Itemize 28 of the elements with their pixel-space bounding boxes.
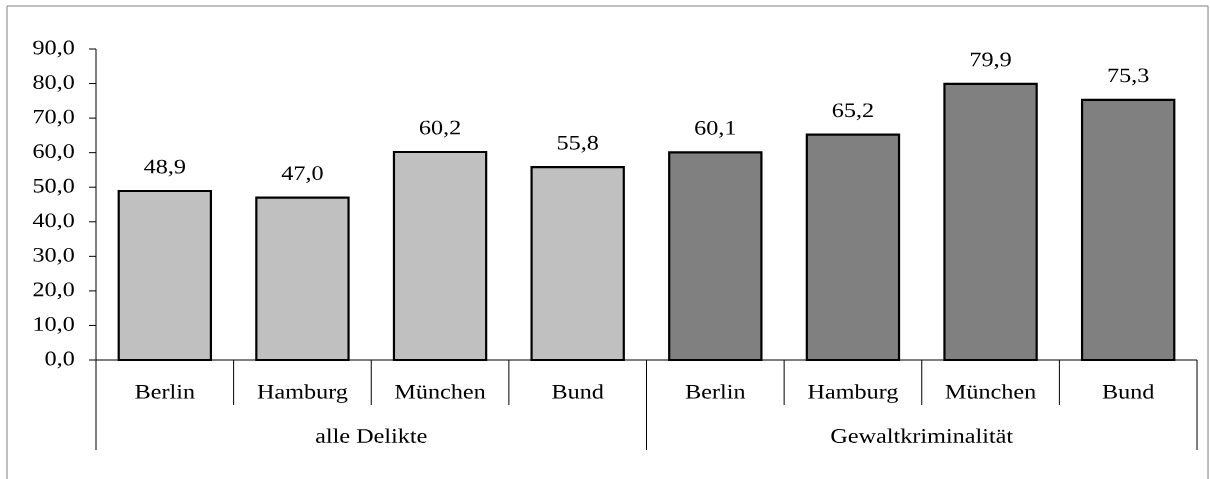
data-label: 55,8 xyxy=(557,135,598,153)
legend-label: Gewaltkriminalität xyxy=(831,428,1013,443)
data-label: 47,0 xyxy=(281,166,323,184)
data-label: 60,1 xyxy=(695,120,736,138)
x-tick-label: München xyxy=(945,384,1036,399)
y-tick-label: 30,0 xyxy=(33,247,74,265)
y-tick-label: 20,0 xyxy=(33,282,74,300)
data-label: 65,2 xyxy=(832,103,873,121)
x-tick-label: Berlin xyxy=(135,384,195,399)
data-label: 60,2 xyxy=(419,120,460,138)
y-tick-label: 90,0 xyxy=(33,40,74,58)
x-tick-label: Berlin xyxy=(685,384,746,399)
y-tick-label: 70,0 xyxy=(34,109,74,127)
data-label: 75,3 xyxy=(1108,68,1149,86)
x-tick-label: Bund xyxy=(1102,384,1155,399)
legend-label: alle Delikte xyxy=(316,428,427,443)
y-tick-label: 60,0 xyxy=(33,144,74,162)
y-tick-label: 0,0 xyxy=(45,351,74,369)
y-tick-label: 10,0 xyxy=(34,317,74,334)
y-tick-label: 40,0 xyxy=(32,213,74,231)
x-tick-label: Bund xyxy=(552,384,604,399)
x-tick-label: Hamburg xyxy=(257,384,348,403)
x-tick-label: Hamburg xyxy=(808,384,898,403)
data-label: 79,9 xyxy=(970,52,1011,70)
x-tick-label: München xyxy=(395,384,486,399)
y-tick-label: 80,0 xyxy=(33,75,74,92)
data-label: 48,9 xyxy=(144,159,185,177)
y-tick-label: 50,0 xyxy=(33,178,74,196)
